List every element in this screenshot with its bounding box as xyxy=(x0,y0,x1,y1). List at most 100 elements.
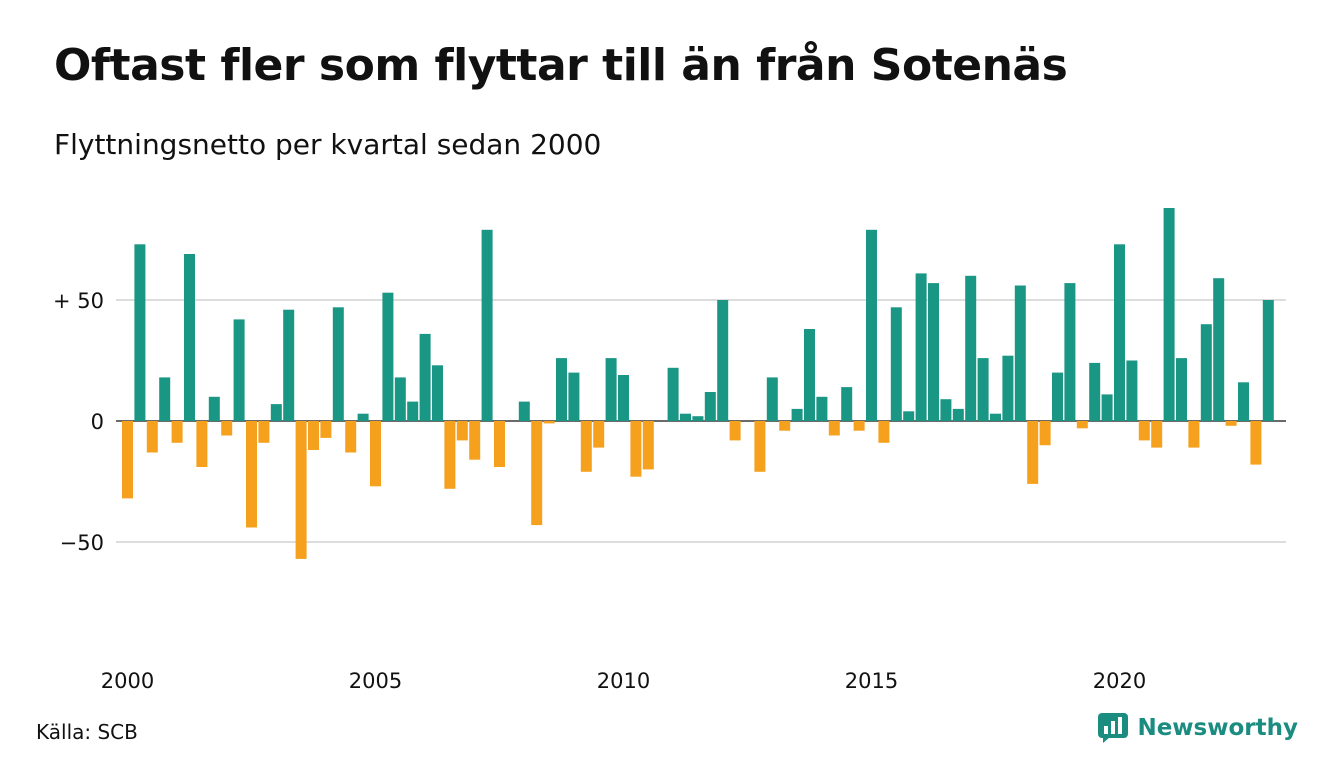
bar xyxy=(494,421,505,467)
bar xyxy=(1039,421,1051,446)
bar xyxy=(642,421,654,470)
bar xyxy=(1101,394,1113,421)
bar xyxy=(1002,355,1014,421)
bar xyxy=(481,229,493,421)
bar xyxy=(122,421,133,499)
bar xyxy=(1138,421,1150,441)
bar xyxy=(816,396,828,421)
bar xyxy=(630,421,642,477)
bar xyxy=(283,309,295,421)
bar xyxy=(692,416,704,421)
bar xyxy=(1151,421,1163,448)
bar xyxy=(556,358,567,421)
bar xyxy=(990,413,1001,421)
bar xyxy=(568,372,580,421)
bar xyxy=(680,413,691,421)
x-tick-label: 2005 xyxy=(349,669,402,693)
bar xyxy=(952,408,964,421)
bar xyxy=(915,273,927,421)
y-tick-label: −50 xyxy=(60,531,104,555)
bar xyxy=(779,421,791,431)
bar xyxy=(965,275,977,421)
bar xyxy=(1213,278,1225,421)
bar xyxy=(518,401,530,421)
bar xyxy=(1188,421,1200,448)
bar xyxy=(1014,285,1026,421)
bar xyxy=(394,377,406,421)
bar xyxy=(159,377,171,421)
y-axis-labels: + 50 0 −50 xyxy=(53,289,104,555)
bar xyxy=(295,421,307,559)
bar xyxy=(717,300,729,421)
bar xyxy=(270,404,282,421)
bar xyxy=(1163,208,1175,421)
bar xyxy=(246,421,257,528)
bar xyxy=(1250,421,1262,465)
bar xyxy=(531,421,543,526)
y-tick-label: 0 xyxy=(91,410,104,434)
bar xyxy=(432,365,443,421)
bar xyxy=(1076,421,1088,429)
bar xyxy=(320,421,332,438)
bar xyxy=(444,421,456,489)
bar xyxy=(357,413,369,421)
bars xyxy=(122,208,1274,559)
bar xyxy=(878,421,890,443)
bar xyxy=(1225,421,1237,426)
bar xyxy=(1064,283,1076,421)
y-tick-label: + 50 xyxy=(53,289,104,313)
source-note: Källa: SCB xyxy=(36,720,138,744)
brand[interactable]: Newsworthy xyxy=(1097,712,1298,744)
bar xyxy=(853,421,865,431)
bar xyxy=(1238,382,1249,421)
bar xyxy=(382,292,394,421)
bar xyxy=(1126,360,1138,421)
x-tick-label: 2020 xyxy=(1093,669,1146,693)
bar xyxy=(1200,324,1212,421)
bar xyxy=(1176,358,1187,421)
bar xyxy=(890,307,902,421)
bar xyxy=(456,421,468,441)
bar xyxy=(419,333,431,421)
x-axis-labels: 2000 2005 2010 2015 2020 xyxy=(101,669,1146,693)
bar xyxy=(667,367,679,421)
bar-chart: + 50 0 −50 2000 2005 2010 2015 2020 xyxy=(53,208,1286,693)
bar xyxy=(208,396,220,421)
bar xyxy=(729,421,741,441)
bar xyxy=(804,329,815,421)
bar xyxy=(184,254,195,421)
bar xyxy=(977,358,989,421)
bar xyxy=(704,392,716,421)
bar xyxy=(308,421,319,450)
bar xyxy=(134,244,146,421)
bar xyxy=(841,387,853,421)
bar xyxy=(1052,372,1063,421)
bar xyxy=(940,399,952,421)
bar xyxy=(407,401,419,421)
bar xyxy=(593,421,605,448)
bar xyxy=(233,319,245,421)
chart-subtitle: Flyttningsnetto per kvartal sedan 2000 xyxy=(54,128,602,161)
x-tick-label: 2000 xyxy=(101,669,154,693)
bar xyxy=(791,408,803,421)
bar xyxy=(469,421,481,460)
bar xyxy=(171,421,183,443)
bar xyxy=(258,421,270,443)
bar xyxy=(928,283,939,421)
bar xyxy=(754,421,766,472)
x-tick-label: 2015 xyxy=(845,669,898,693)
bar xyxy=(370,421,381,487)
bar xyxy=(766,377,778,421)
bar xyxy=(1089,362,1101,421)
bar xyxy=(146,421,158,453)
bar xyxy=(580,421,592,472)
brand-name: Newsworthy xyxy=(1137,715,1298,741)
bar xyxy=(828,421,840,436)
newsworthy-logo-icon xyxy=(1098,713,1129,743)
bar xyxy=(345,421,357,453)
bar xyxy=(1027,421,1039,484)
bar xyxy=(196,421,208,467)
bar xyxy=(332,307,344,421)
chart-title: Oftast fler som flyttar till än från Sot… xyxy=(54,40,1068,91)
bar xyxy=(221,421,233,436)
